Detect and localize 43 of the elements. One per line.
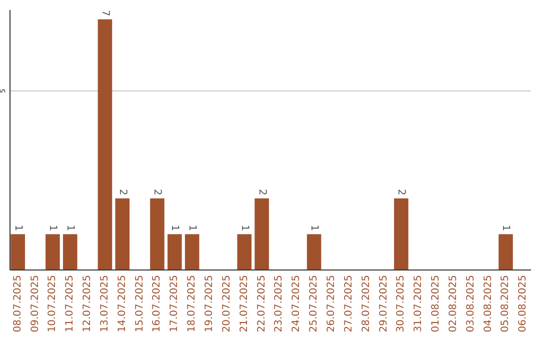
data-label: 1 [12, 224, 24, 232]
x-tick-label: 04.08.2025 [482, 275, 494, 332]
x-tick-label: 26.07.2025 [326, 275, 337, 332]
data-label: 1 [238, 224, 250, 232]
data-label: 7 [99, 10, 110, 16]
x-tick-label: 05.08.2025 [500, 275, 512, 332]
x-tick-label: 12.07.2025 [82, 275, 94, 332]
x-tick-label: 18.07.2025 [186, 275, 198, 332]
x-tick-label: 24.07.2025 [291, 275, 302, 332]
data-label: 1 [186, 224, 198, 232]
data-label: 2 [116, 189, 128, 196]
data-label: 2 [256, 189, 268, 196]
x-tick-label: 20.07.2025 [221, 275, 232, 332]
data-label: 1 [64, 224, 76, 232]
x-tick-label: 03.08.2025 [465, 275, 476, 332]
data-label: 1 [308, 224, 320, 232]
x-tick-label: 16.07.2025 [152, 275, 163, 332]
x-tick-label: 14.07.2025 [116, 275, 128, 332]
x-tick-label: 09.07.2025 [30, 275, 41, 332]
x-tick-label: 29.07.2025 [378, 275, 390, 332]
data-label: 2 [152, 189, 163, 196]
x-tick-label: 08.07.2025 [12, 275, 24, 332]
x-tick-label: 30.07.2025 [396, 275, 407, 332]
x-tick-label: 25.07.2025 [308, 275, 320, 332]
x-tick-label: 31.07.2025 [413, 275, 424, 332]
x-tick-label: 13.07.2025 [99, 275, 110, 332]
x-tick-label: 23.07.2025 [274, 275, 285, 332]
data-label: 1 [47, 224, 58, 232]
x-tick-label: 01.08.2025 [430, 275, 442, 332]
data-label: 2 [396, 189, 407, 196]
x-tick-label: 11.07.2025 [64, 275, 76, 332]
x-tick-label: 27.07.2025 [343, 275, 354, 332]
data-label: 1 [500, 224, 512, 232]
x-tick-label: 17.07.2025 [169, 275, 180, 332]
x-tick-label: 15.07.2025 [134, 275, 146, 332]
x-tick-label: 22.07.2025 [256, 275, 268, 332]
data-label: 1 [169, 224, 180, 232]
x-tick-label: 02.08.2025 [448, 275, 459, 332]
x-tick-label: 21.07.2025 [238, 275, 250, 332]
x-tick-label: 19.07.2025 [204, 275, 216, 332]
x-tick-label: 10.07.2025 [47, 275, 58, 332]
x-tick-label: 28.07.2025 [360, 275, 372, 332]
x-tick-label: 06.08.2025 [518, 275, 529, 332]
